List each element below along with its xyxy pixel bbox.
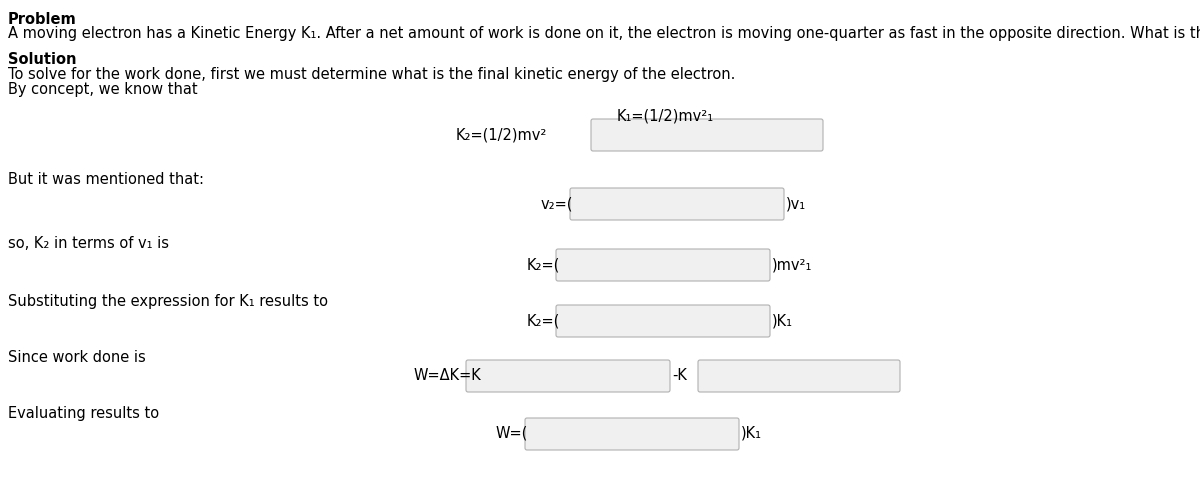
- Text: K₂=(: K₂=(: [527, 313, 560, 328]
- Text: )K₁: )K₁: [772, 313, 793, 328]
- FancyBboxPatch shape: [570, 188, 784, 220]
- Text: K₂=(1/2)mv²: K₂=(1/2)mv²: [456, 127, 547, 142]
- Text: )K₁: )K₁: [742, 426, 762, 441]
- Text: Substituting the expression for K₁ results to: Substituting the expression for K₁ resul…: [8, 294, 328, 309]
- Text: W=ΔK=K: W=ΔK=K: [414, 368, 481, 383]
- Text: W=(: W=(: [496, 426, 528, 441]
- Text: )v₁: )v₁: [786, 196, 806, 211]
- Text: Evaluating results to: Evaluating results to: [8, 406, 160, 421]
- Text: so, K₂ in terms of v₁ is: so, K₂ in terms of v₁ is: [8, 236, 169, 251]
- Text: Problem: Problem: [8, 12, 77, 27]
- Text: Solution: Solution: [8, 52, 77, 67]
- FancyBboxPatch shape: [698, 360, 900, 392]
- Text: -K: -K: [672, 368, 686, 383]
- Text: But it was mentioned that:: But it was mentioned that:: [8, 172, 204, 187]
- Text: By concept, we know that: By concept, we know that: [8, 82, 198, 97]
- Text: K₂=(: K₂=(: [527, 257, 560, 272]
- Text: To solve for the work done, first we must determine what is the final kinetic en: To solve for the work done, first we mus…: [8, 67, 736, 82]
- Text: A moving electron has a Kinetic Energy K₁. After a net amount of work is done on: A moving electron has a Kinetic Energy K…: [8, 26, 1200, 41]
- FancyBboxPatch shape: [556, 305, 770, 337]
- Text: )mv²₁: )mv²₁: [772, 257, 812, 272]
- FancyBboxPatch shape: [592, 119, 823, 151]
- FancyBboxPatch shape: [526, 418, 739, 450]
- FancyBboxPatch shape: [466, 360, 670, 392]
- FancyBboxPatch shape: [556, 249, 770, 281]
- Text: K₁=(1/2)mv²₁: K₁=(1/2)mv²₁: [617, 108, 714, 123]
- Text: v₂=(: v₂=(: [541, 196, 574, 211]
- Text: Since work done is: Since work done is: [8, 350, 145, 365]
